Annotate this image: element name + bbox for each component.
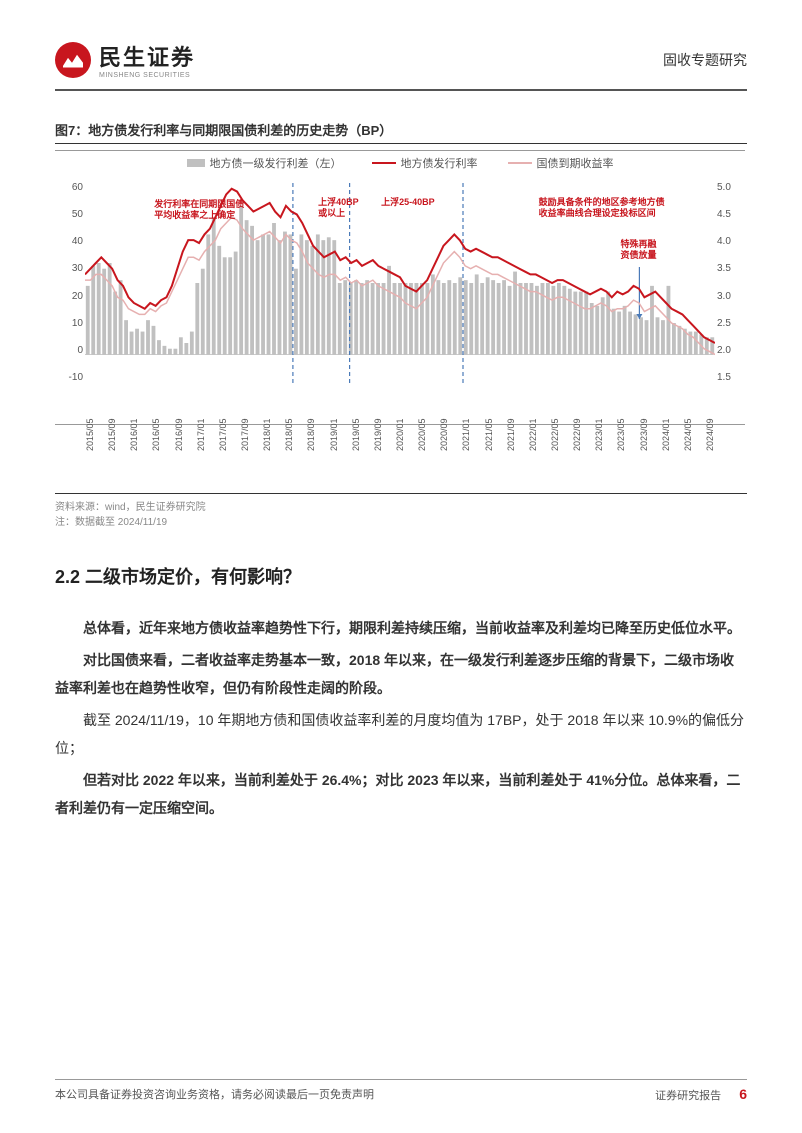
x-axis: 2015/052015/092016/012016/052016/092017/…: [85, 393, 715, 451]
minsheng-logo-icon: [55, 42, 91, 78]
legend-item: 地方债发行利率: [372, 155, 478, 171]
legend-item: 国债到期收益率: [508, 155, 614, 171]
plot-inner: 发行利率在同期限国债平均收益率之上确定 上浮40BP或以上 上浮25-40BP 鼓励具…: [85, 183, 715, 383]
chart-annotation: 发行利率在同期限国债平均收益率之上确定: [154, 199, 244, 221]
source-text: 资料来源：wind，民生证券研究院: [55, 502, 206, 513]
chart-annotation: 上浮25-40BP: [381, 197, 435, 208]
logo-text-en: MINSHENG SECURITIES: [99, 72, 195, 79]
page-number: 6: [739, 1086, 747, 1102]
y-axis-right: 5.04.54.03.53.02.52.01.5: [717, 183, 747, 383]
chart-annotation: 特殊再融资债放量: [621, 239, 657, 261]
chart-area: 地方债一级发行利差（左） 地方债发行利率 国债到期收益率 6050403020100…: [55, 150, 745, 425]
body-paragraph: 截至 2024/11/19，10 年期地方债和国债收益率利差的月度均值为 17B…: [55, 706, 747, 762]
body-paragraph: 但若对比 2022 年以来，当前利差处于 26.4%；对比 2023 年以来，当…: [55, 766, 747, 822]
chart-annotation: 上浮40BP或以上: [318, 197, 359, 219]
chart-title: 图7：地方债发行利率与同期限国债利差的历史走势（BP）: [55, 116, 747, 144]
chart-block: 图7：地方债发行利率与同期限国债利差的历史走势（BP） 地方债一级发行利差（左）…: [55, 116, 747, 528]
logo-text-cn: 民生证券: [99, 40, 195, 72]
y-axis-left: 6050403020100-10: [53, 183, 83, 383]
page-header: 民生证券 MINSHENG SECURITIES 固收专题研究: [55, 40, 747, 91]
footer-right: 证券研究报告: [655, 1090, 721, 1102]
chart-legend: 地方债一级发行利差（左） 地方债发行利率 国债到期收益率: [55, 151, 745, 179]
body-text: 总体看，近年来地方债收益率趋势性下行，期限利差持续压缩，当前收益率及利差均已降至…: [55, 614, 747, 822]
section-title: 2.2 二级市场定价，有何影响？: [55, 563, 747, 589]
logo-block: 民生证券 MINSHENG SECURITIES: [55, 40, 195, 79]
body-paragraph: 总体看，近年来地方债收益率趋势性下行，期限利差持续压缩，当前收益率及利差均已降至…: [55, 614, 747, 642]
legend-item: 地方债一级发行利差（左）: [187, 155, 342, 171]
footer-left: 本公司具备证券投资咨询业务资格，请务必阅读最后一页免责声明: [55, 1086, 374, 1103]
body-paragraph: 对比国债来看，二者收益率走势基本一致，2018 年以来，在一级发行利差逐步压缩的…: [55, 646, 747, 702]
chart-source: 资料来源：wind，民生证券研究院 注：数据截至 2024/11/19: [55, 493, 747, 528]
note-text: 注：数据截至 2024/11/19: [55, 517, 167, 528]
page-footer: 本公司具备证券投资咨询业务资格，请务必阅读最后一页免责声明 证券研究报告 6: [55, 1079, 747, 1103]
header-category: 固收专题研究: [663, 50, 747, 70]
chart-annotation: 鼓励具备条件的地区参考地方债收益率曲线合理设定投标区间: [539, 197, 665, 219]
chart-plot: 6050403020100-10 5.04.54.03.53.02.52.01.…: [55, 183, 745, 383]
